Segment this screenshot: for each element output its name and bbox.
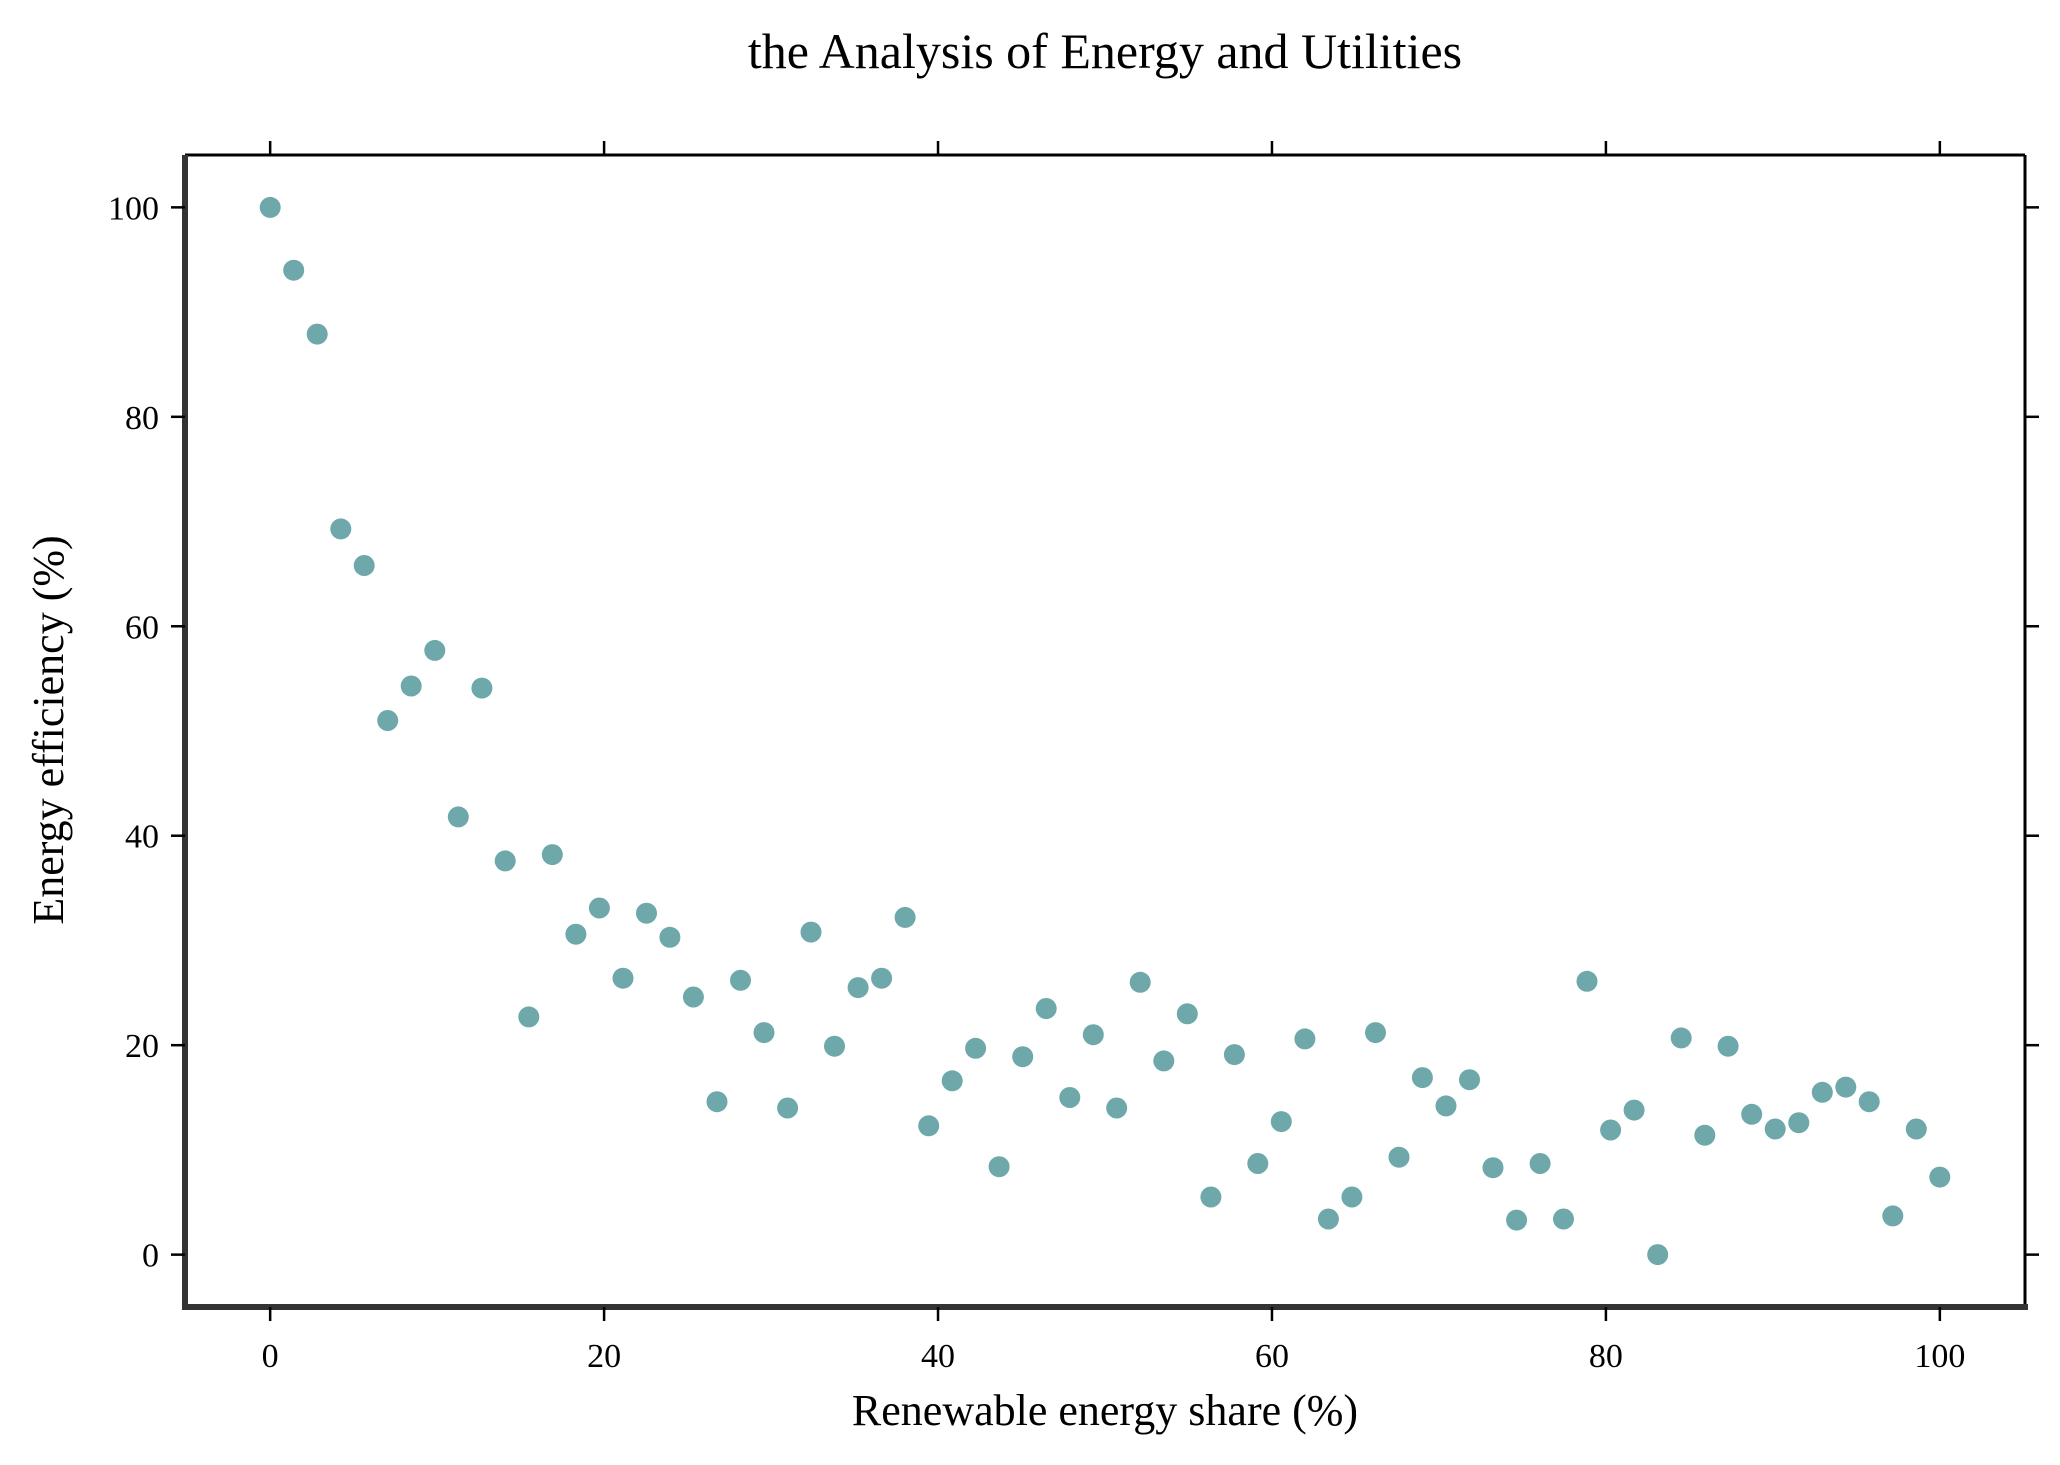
x-axis-ticks: 0 20 40 60 80 100 bbox=[262, 141, 1965, 1375]
x-tick-label: 20 bbox=[587, 1338, 621, 1375]
scatter-point bbox=[447, 806, 469, 828]
scatter-point bbox=[259, 196, 281, 218]
scatter-point bbox=[777, 1097, 799, 1119]
scatter-point bbox=[730, 969, 751, 991]
data-points bbox=[259, 196, 1951, 1266]
scatter-point bbox=[1835, 1076, 1857, 1098]
scatter-point bbox=[965, 1037, 987, 1059]
scatter-point bbox=[1882, 1205, 1904, 1227]
scatter-point bbox=[377, 710, 399, 731]
x-tick-label: 40 bbox=[921, 1338, 955, 1375]
scatter-point bbox=[353, 555, 375, 576]
scatter-point bbox=[1200, 1186, 1222, 1208]
x-tick-label: 80 bbox=[1589, 1338, 1623, 1375]
y-tick-label: 20 bbox=[125, 1028, 159, 1065]
scatter-point bbox=[894, 906, 916, 928]
scatter-point bbox=[1317, 1208, 1339, 1230]
x-tick-label: 60 bbox=[1255, 1338, 1289, 1375]
x-axis-label: Renewable energy share (%) bbox=[852, 1386, 1358, 1435]
scatter-point bbox=[283, 259, 305, 281]
scatter-point bbox=[1388, 1146, 1410, 1168]
scatter-point bbox=[494, 850, 516, 872]
scatter-point bbox=[1459, 1069, 1480, 1091]
x-tick-label: 100 bbox=[1914, 1338, 1965, 1375]
scatter-point bbox=[1082, 1024, 1104, 1046]
plot-frame bbox=[182, 153, 2028, 1310]
scatter-point bbox=[1600, 1119, 1622, 1141]
scatter-point bbox=[1553, 1208, 1574, 1230]
scatter-point bbox=[824, 1035, 845, 1057]
scatter-point bbox=[1529, 1153, 1551, 1174]
scatter-point bbox=[471, 677, 493, 699]
scatter-point bbox=[1153, 1050, 1175, 1072]
scatter-point bbox=[753, 1022, 775, 1044]
scatter-point bbox=[1482, 1157, 1504, 1179]
scatter-point bbox=[847, 977, 869, 999]
scatter-point bbox=[800, 921, 822, 943]
scatter-point bbox=[1717, 1035, 1739, 1057]
scatter-point bbox=[1294, 1028, 1316, 1050]
scatter-point bbox=[1811, 1081, 1833, 1103]
scatter-point bbox=[1341, 1186, 1363, 1208]
scatter-point bbox=[1788, 1112, 1810, 1134]
y-tick-label: 100 bbox=[108, 190, 159, 227]
scatter-point bbox=[1365, 1022, 1386, 1044]
scatter-point bbox=[424, 639, 446, 661]
scatter-point bbox=[1035, 998, 1057, 1019]
y-axis-ticks: 0 20 40 60 80 100 bbox=[108, 190, 2039, 1275]
scatter-point bbox=[565, 923, 587, 945]
scatter-point bbox=[1623, 1099, 1645, 1121]
scatter-point bbox=[1435, 1095, 1457, 1117]
scatter-point bbox=[1576, 970, 1598, 992]
scatter-point bbox=[659, 926, 681, 948]
scatter-point bbox=[1694, 1124, 1716, 1146]
scatter-point bbox=[588, 897, 610, 919]
scatter-point bbox=[518, 1006, 540, 1028]
scatter-point bbox=[1506, 1209, 1528, 1231]
scatter-point bbox=[1905, 1118, 1927, 1140]
scatter-point bbox=[918, 1115, 940, 1137]
scatter-point bbox=[306, 323, 328, 345]
scatter-point bbox=[871, 967, 893, 989]
scatter-point bbox=[612, 967, 634, 989]
y-tick-label: 60 bbox=[125, 609, 159, 646]
y-tick-label: 80 bbox=[125, 400, 159, 437]
scatter-point bbox=[541, 844, 563, 866]
scatter-point bbox=[1059, 1087, 1081, 1108]
chart-title: the Analysis of Energy and Utilities bbox=[748, 23, 1462, 79]
scatter-point bbox=[1106, 1097, 1128, 1119]
scatter-point bbox=[941, 1070, 963, 1092]
scatter-point bbox=[1764, 1118, 1786, 1140]
scatter-point bbox=[1858, 1091, 1880, 1113]
scatter-point bbox=[1647, 1244, 1669, 1266]
scatter-point bbox=[988, 1156, 1010, 1178]
scatter-point bbox=[1247, 1153, 1269, 1174]
scatter-point bbox=[1129, 971, 1151, 993]
scatter-point bbox=[400, 675, 422, 697]
scatter-point bbox=[1176, 1003, 1198, 1025]
scatter-point bbox=[1670, 1027, 1692, 1049]
scatter-point bbox=[1929, 1166, 1951, 1188]
y-tick-label: 40 bbox=[125, 819, 159, 856]
y-axis-label: Energy efficiency (%) bbox=[24, 535, 73, 924]
scatter-point bbox=[1270, 1111, 1292, 1133]
y-tick-label: 0 bbox=[142, 1238, 159, 1275]
scatter-point bbox=[1223, 1044, 1245, 1066]
scatter-point bbox=[1741, 1103, 1763, 1125]
scatter-point bbox=[330, 518, 352, 540]
x-tick-label: 0 bbox=[262, 1338, 279, 1375]
scatter-point bbox=[1411, 1067, 1433, 1089]
scatter-point bbox=[706, 1091, 728, 1113]
scatter-point bbox=[636, 902, 657, 924]
scatter-point bbox=[682, 986, 704, 1008]
scatter-point bbox=[1012, 1046, 1034, 1068]
